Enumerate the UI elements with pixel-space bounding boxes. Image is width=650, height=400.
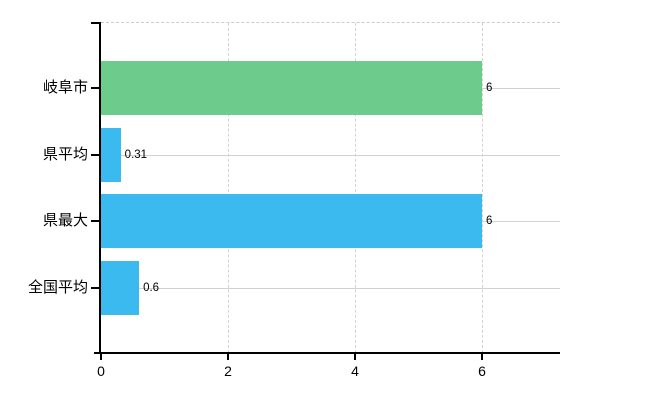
gridline-horizontal: [101, 287, 560, 289]
x-axis-tick: [227, 354, 229, 360]
y-axis-tick: [91, 153, 99, 156]
y-axis-tick: [91, 220, 99, 222]
x-axis-tick-label: 2: [224, 363, 232, 379]
bar: [101, 194, 482, 248]
y-axis-label: 岐阜市: [42, 79, 88, 96]
x-axis-tick: [481, 354, 483, 360]
y-axis-tick: [91, 87, 99, 89]
plot-top-border: [101, 22, 560, 23]
x-axis-tick: [354, 354, 356, 360]
y-axis-tick: [91, 22, 99, 24]
y-axis-line: [99, 22, 101, 354]
gridline-vertical: [482, 23, 483, 353]
y-axis-label: 県最大: [42, 212, 88, 229]
bar: [101, 260, 140, 315]
bar-value-label: 6: [486, 82, 493, 94]
x-axis-tick-label: 6: [478, 363, 486, 379]
x-axis-tick-label: 4: [351, 363, 359, 379]
bar-value-label: 0.6: [143, 281, 160, 294]
y-axis-label: 全国平均: [27, 278, 88, 296]
x-axis-tick-label: 0: [97, 363, 105, 379]
y-axis-label: 県平均: [42, 145, 88, 163]
gridline-vertical: [228, 23, 229, 353]
bar: [101, 61, 482, 115]
gridline-horizontal: [101, 154, 560, 156]
bar-value-label: 0.31: [124, 148, 148, 161]
bar-value-label: 6: [486, 215, 493, 227]
x-axis-line: [94, 352, 560, 354]
bar: [101, 127, 121, 182]
gridline-vertical: [355, 23, 356, 353]
y-axis-tick: [91, 286, 99, 289]
x-axis-tick: [100, 354, 102, 360]
